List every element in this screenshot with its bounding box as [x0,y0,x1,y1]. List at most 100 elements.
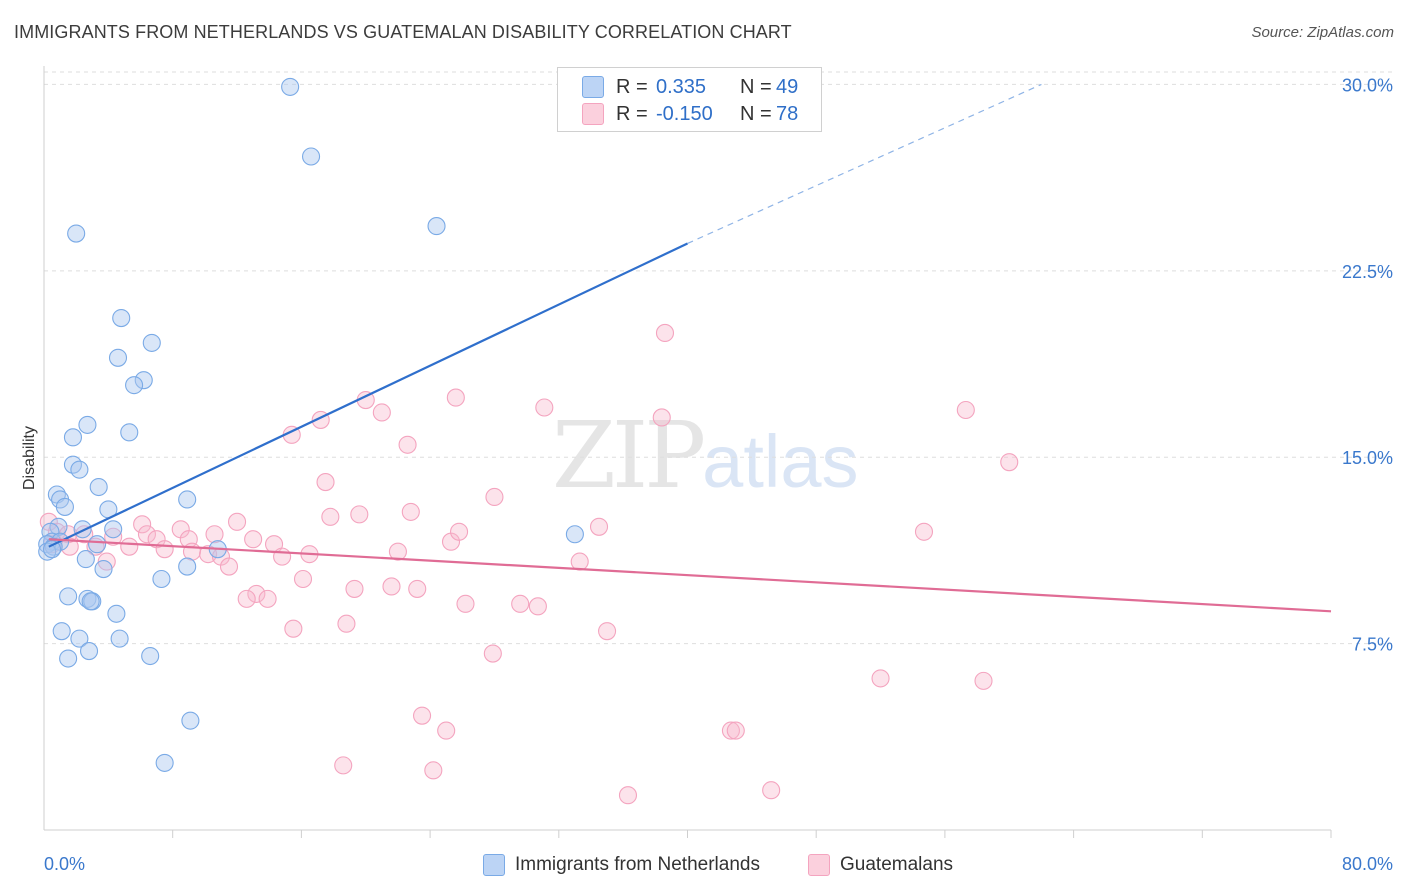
y-tick-label: 22.5% [1342,262,1393,282]
y-tick-label: 15.0% [1342,448,1393,468]
r-label: R = [616,102,648,125]
guatemalans-point [483,644,502,663]
netherlands-point [81,592,100,611]
guatemalans-point [485,487,504,507]
guatemalans-point [258,589,277,608]
y-tick-label: 7.5% [1352,635,1393,655]
guatemalans-point [334,756,353,775]
r-label: R = [616,75,648,98]
guatemalans-point [345,579,364,598]
guatemalans-point [511,594,530,613]
netherlands-point [104,520,123,539]
guatemalans-point [726,721,745,740]
netherlands-point [78,415,97,434]
guatemalans-point [137,525,157,544]
guatemalans-point [293,569,313,589]
netherlands-point [76,550,95,569]
netherlands-point [155,753,174,772]
netherlands-point [110,629,129,648]
netherlands-point [79,642,99,661]
guatemalans-point [228,512,247,531]
n-label: N = [740,102,772,125]
guatemalans-point [914,522,934,541]
netherlands-point [181,711,200,730]
netherlands-point [67,224,86,243]
guatemalans-point [655,323,675,343]
guatemalans-point [762,781,781,800]
netherlands-point [125,376,144,395]
guatemalans-point [237,589,256,608]
legend-label-netherlands: Immigrants from Netherlands [515,854,760,875]
netherlands-point [70,460,89,479]
guatemalans-point [60,537,79,556]
netherlands-point [178,557,197,576]
guatemalans-trend-line [48,538,1332,613]
y-tick-label: 30.0% [1342,75,1393,95]
guatemalans-point [247,584,266,603]
netherlands-point [59,649,78,668]
guatemalans-point [450,522,469,541]
guatemalans-point [273,547,292,566]
guatemalans-point [337,614,356,633]
legend-item-netherlands: Immigrants from Netherlands [483,852,760,878]
guatemalans-point [284,619,303,638]
guatemalans-point [372,403,391,422]
guatemalans-point [974,671,993,690]
guatemalans-point [618,786,638,805]
guatemalans-point [598,622,617,641]
guatemalans-point [388,542,407,561]
x-tick-label: 0.0% [44,854,85,874]
legend-label-guatemalans: Guatemalans [840,854,954,875]
watermark: ZIPatlas [552,402,858,509]
netherlands-point [107,604,126,623]
guatemalans-point [871,669,890,688]
guatemalans-point [424,761,443,780]
legend-item-guatemalans: Guatemalans [808,852,953,878]
netherlands-point [42,540,62,559]
stats-legend: R = 0.335 N = 49 R = -0.150 N = 78 [557,67,822,132]
guatemalans-point [1000,453,1019,472]
x-tick-label: 80.0% [1342,854,1393,874]
netherlands-point [141,646,160,666]
netherlands-point [78,589,97,608]
netherlands-point [120,423,139,442]
guatemalans-swatch [582,103,604,125]
guatemalans-point [382,577,401,596]
netherlands-point [427,217,446,236]
netherlands-point [112,308,131,328]
watermark-atlas: atlas [702,420,859,503]
r-value: 0.335 [656,75,707,98]
watermark-zip: ZIP [552,402,706,509]
guatemalans-legend-swatch [808,854,830,876]
netherlands-point [302,147,321,166]
guatemalans-point [437,721,456,740]
n-value: 78 [776,102,799,125]
guatemalans-point [408,579,427,598]
guatemalans-point [589,517,609,536]
netherlands-point [152,569,171,589]
netherlands-point [88,535,107,554]
netherlands-swatch [582,76,604,98]
netherlands-point [38,542,57,561]
source-label: Source: ZipAtlas.com [1251,24,1394,41]
netherlands-trend-line [48,242,688,548]
stats-legend-row-guatemalans: R = -0.150 N = 78 [582,101,798,127]
guatemalans-point [219,557,239,576]
guatemalans-point [456,594,475,613]
guatemalans-point [398,435,417,454]
netherlands-point [63,428,83,447]
guatemalans-point [652,408,671,427]
netherlands-point [55,497,74,516]
guatemalans-point [535,398,554,417]
netherlands-point [108,348,128,367]
guatemalans-point [244,530,263,549]
netherlands-point [94,559,113,579]
netherlands-point [73,520,92,539]
guatemalans-point [120,537,139,556]
guatemalans-point [413,706,432,725]
n-value: 49 [776,75,799,98]
netherlands-point [134,371,153,390]
guatemalans-point [104,527,123,546]
n-label: N = [740,75,772,98]
